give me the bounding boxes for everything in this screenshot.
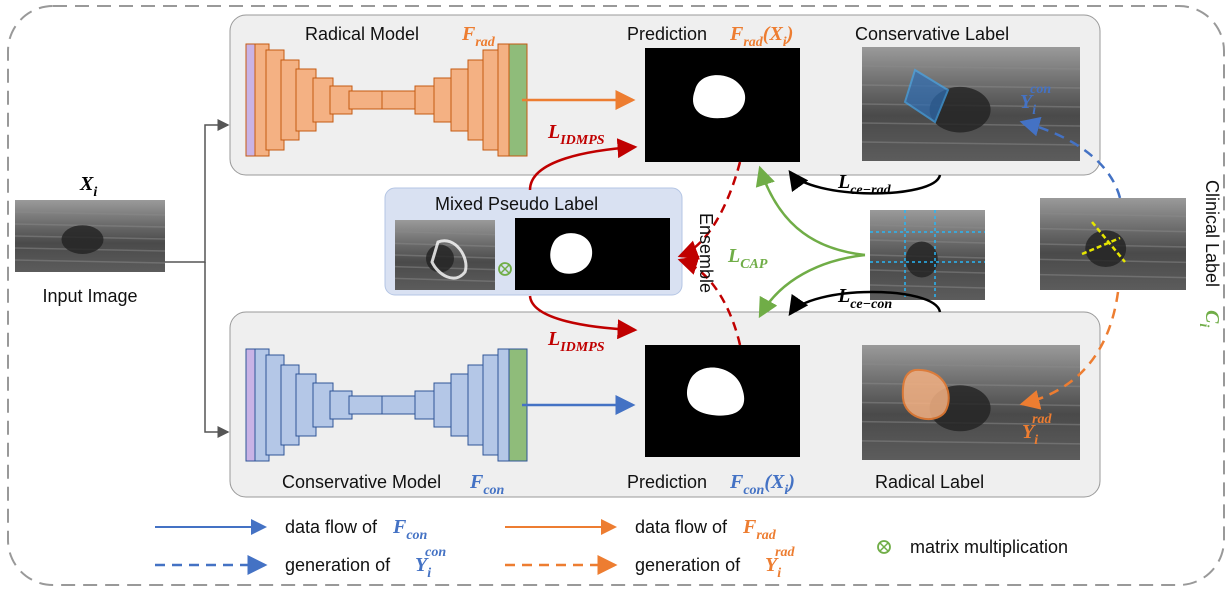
math-part: F [392, 516, 407, 538]
math-sub: ce−rad [850, 183, 891, 198]
math-part: L [837, 285, 850, 307]
network-layer [382, 396, 418, 414]
math-sub: IDMPS [559, 340, 605, 355]
math-sub: con [483, 483, 504, 498]
label-part: Clinical Label [1202, 180, 1222, 287]
math-symbol: Yirad [765, 545, 796, 581]
math-sup: con [1030, 82, 1051, 97]
label: Conservative Label [855, 24, 1009, 44]
math-part: X [79, 173, 94, 195]
diagram: Xi Input Image Radical Model Frad Prediction… [0, 0, 1232, 591]
math-sub: i [427, 566, 431, 581]
label: Radical Label [875, 472, 984, 492]
label: Mixed Pseudo Label [435, 194, 598, 214]
math-sub: rad [475, 35, 495, 50]
network-layer [349, 396, 385, 414]
math-sub: i [777, 566, 781, 581]
math-part: ) [785, 23, 794, 45]
math-sub: ce−con [850, 297, 892, 312]
math-part: L [547, 328, 560, 350]
math-part: C [1201, 310, 1223, 324]
math-part: F [469, 471, 484, 493]
label: Conservative Model [282, 472, 441, 492]
math-part: ) [786, 471, 795, 493]
math-sub: i [1196, 323, 1211, 327]
math-part: L [837, 171, 850, 193]
math-sup: rad [775, 545, 795, 560]
math-symbol: Yicon [415, 545, 446, 581]
math-part: (X [763, 23, 784, 45]
connector [205, 262, 228, 432]
math-part: F [461, 23, 476, 45]
label: Prediction [627, 472, 707, 492]
math-sup: rad [1032, 412, 1052, 427]
lesion [1085, 230, 1126, 267]
math-sub: rad [743, 35, 763, 50]
label: data flow of [635, 517, 728, 537]
network-layer [382, 91, 418, 109]
math-symbol: Fcon [392, 516, 428, 543]
label: Input Image [42, 286, 137, 306]
label: data flow of [285, 517, 378, 537]
math-part: F [729, 23, 744, 45]
math-symbol: Xi [79, 173, 97, 200]
math-sub: CAP [740, 257, 768, 272]
label: Ensemble [696, 213, 716, 293]
math-part: (X [764, 471, 785, 493]
math-sub: con [406, 528, 427, 543]
math-part: L [547, 121, 560, 143]
label: Radical Model [305, 24, 419, 44]
math-sub: i [93, 185, 97, 200]
math-part: L [727, 245, 740, 267]
label: matrix multiplication [910, 537, 1068, 557]
math-symbol: LCAP [727, 245, 768, 272]
math-sup: con [425, 545, 446, 560]
math-symbol: Ci [1196, 310, 1223, 327]
multiply-icon [880, 543, 888, 551]
math-part: F [729, 471, 744, 493]
connector [165, 125, 228, 262]
math-sub: IDMPS [559, 133, 605, 148]
math-sub: rad [756, 528, 776, 543]
mixed-mask [515, 218, 670, 290]
label: Prediction [627, 24, 707, 44]
math-symbol: Frad [742, 516, 777, 543]
math-part: F [742, 516, 757, 538]
label: generation of [285, 555, 391, 575]
lesion [426, 245, 454, 273]
network-layer [349, 91, 385, 109]
math-sub: i [1032, 103, 1036, 118]
math-sub: con [743, 483, 764, 498]
clinical-label: Clinical Label [1202, 180, 1222, 287]
math-sub: i [1034, 433, 1038, 448]
label: generation of [635, 555, 741, 575]
lesion [62, 225, 104, 254]
lesion [906, 242, 938, 278]
